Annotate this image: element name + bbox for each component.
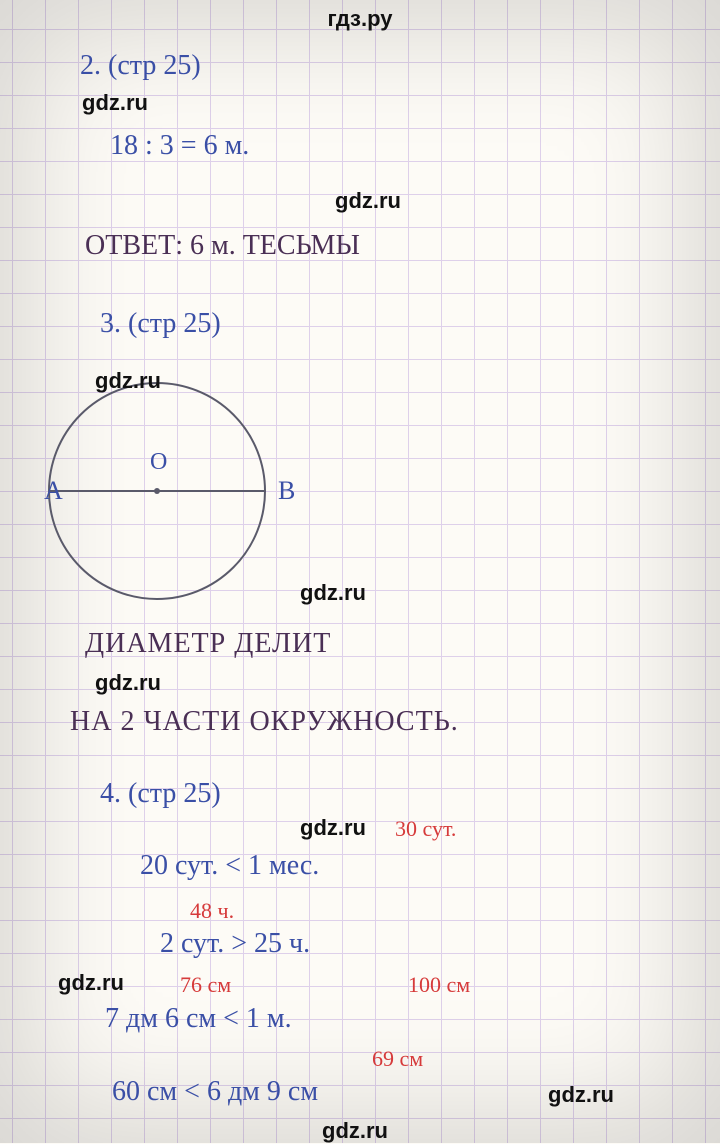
circle-center-dot [154, 488, 160, 494]
watermark: gdz.ru [95, 368, 161, 394]
watermark: gdz.ru [335, 188, 401, 214]
watermark-top: гдз.ру [0, 6, 720, 32]
circle-label-o: O [150, 450, 167, 474]
watermark-bottom: gdz.ru [322, 1118, 388, 1144]
watermark: gdz.ru [95, 670, 161, 696]
task2-answer: ОТВЕТ: 6 м. ТЕСЬМЫ [85, 232, 360, 260]
circle-diagram [42, 376, 272, 606]
task3-line1: ДИАМЕТР ДЕЛИТ [85, 630, 331, 658]
task4-note4: 69 см [372, 1048, 423, 1070]
circle-label-a: A [44, 478, 63, 504]
task3-line2: НА 2 ЧАСТИ ОКРУЖНОСТЬ. [70, 708, 459, 736]
task4-note3a: 76 см [180, 974, 231, 996]
watermark: gdz.ru [82, 90, 148, 116]
circle-svg [42, 376, 272, 606]
task4-header: 4. (стр 25) [100, 780, 221, 808]
task4-cmp3: 7 дм 6 см < 1 м. [105, 1005, 292, 1033]
watermark: gdz.ru [58, 970, 124, 996]
task4-cmp1: 20 сут. < 1 мес. [140, 852, 319, 880]
task3-header: 3. (стр 25) [100, 310, 221, 338]
task4-note2: 48 ч. [190, 900, 234, 922]
watermark: gdz.ru [300, 815, 366, 841]
task4-note3b: 100 см [408, 974, 470, 996]
watermark: gdz.ru [548, 1082, 614, 1108]
task4-cmp4: 60 см < 6 дм 9 см [112, 1078, 318, 1106]
task4-note1: 30 сут. [395, 818, 456, 840]
watermark: gdz.ru [300, 580, 366, 606]
task4-cmp2: 2 сут. > 25 ч. [160, 930, 310, 958]
circle-label-b: B [278, 478, 295, 504]
task2-calc: 18 : 3 = 6 м. [110, 132, 249, 160]
task2-header: 2. (стр 25) [80, 52, 201, 80]
